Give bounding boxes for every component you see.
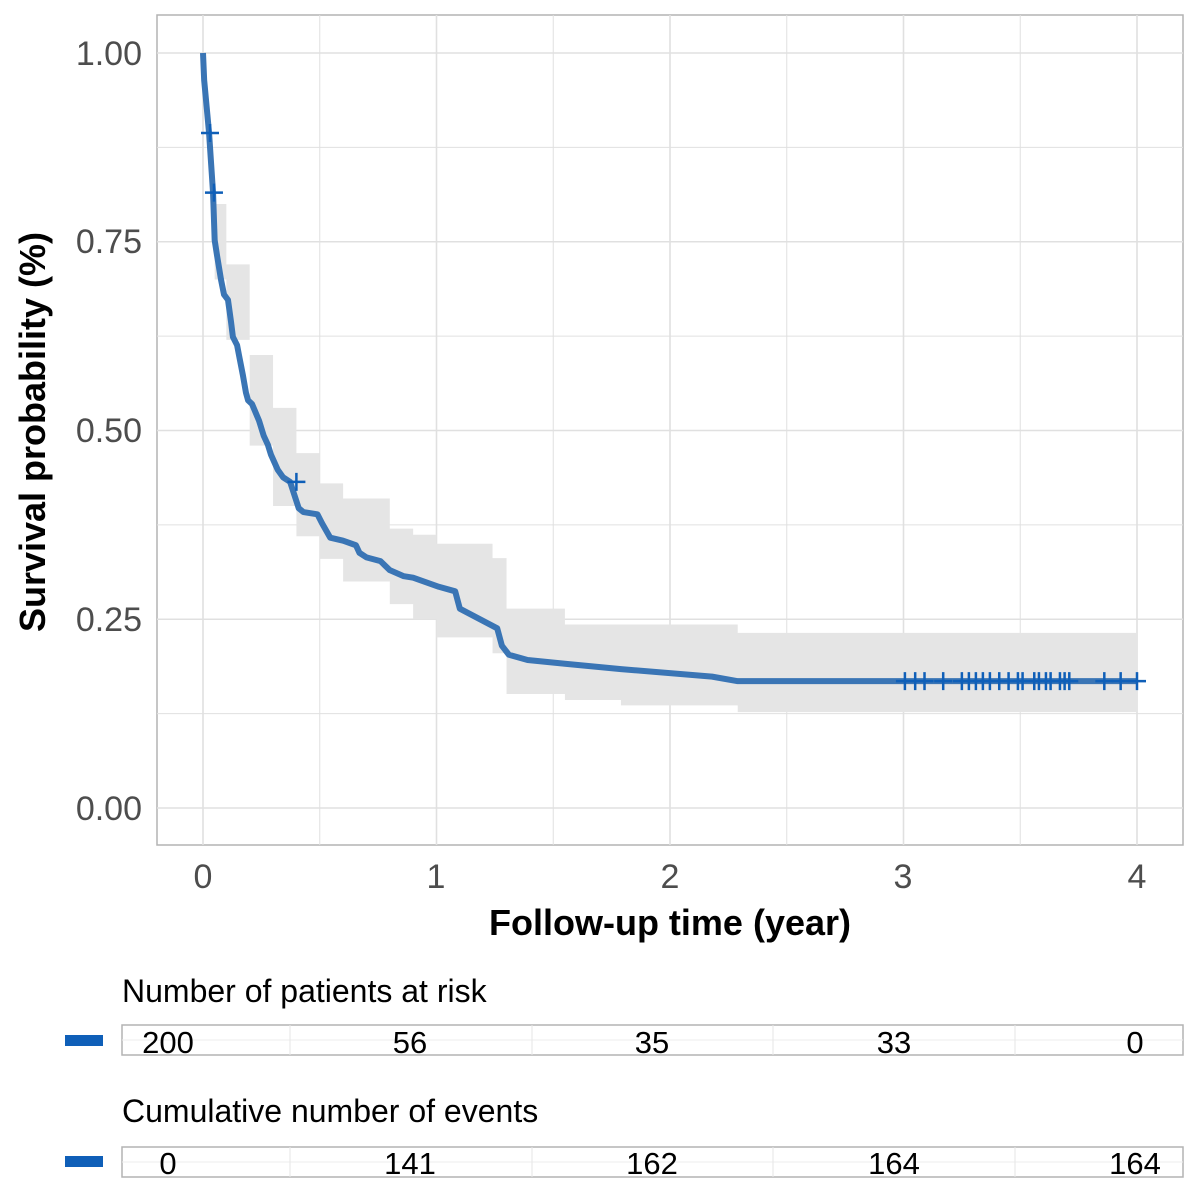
x-tick-label: 4 bbox=[1128, 858, 1147, 896]
survival-line bbox=[200, 52, 1137, 685]
y-tick-label: 0.75 bbox=[76, 223, 142, 261]
censor-mark bbox=[1111, 672, 1130, 691]
x-tick-label: 3 bbox=[894, 858, 913, 896]
y-tick-label: 0.00 bbox=[76, 790, 142, 828]
censor-mark bbox=[287, 472, 306, 491]
y-tick-label: 0.25 bbox=[76, 601, 142, 639]
survival-curve bbox=[200, 52, 1137, 685]
events-value: 164 bbox=[868, 1146, 920, 1181]
y-axis-title: Survival probability (%) bbox=[12, 232, 53, 632]
events-value: 0 bbox=[159, 1146, 176, 1181]
x-tick-label: 1 bbox=[427, 858, 446, 896]
risk-table: 200 56 35 33 0 bbox=[121, 1024, 1184, 1060]
censor-mark bbox=[204, 183, 223, 202]
x-tick-labels: 0 1 2 3 4 bbox=[194, 858, 1147, 896]
events-table: 0 141 162 164 164 bbox=[121, 1146, 1184, 1181]
y-tick-labels: 0.00 0.25 0.50 0.75 1.00 bbox=[76, 35, 142, 828]
x-tick-label: 2 bbox=[661, 858, 680, 896]
events-legend-swatch bbox=[65, 1156, 103, 1167]
events-table-title: Cumulative number of events bbox=[122, 1093, 538, 1129]
censor-mark bbox=[1095, 672, 1114, 691]
censor-marks bbox=[201, 124, 1146, 691]
censor-mark bbox=[915, 672, 934, 691]
y-tick-label: 1.00 bbox=[76, 35, 142, 73]
risk-value: 0 bbox=[1126, 1025, 1143, 1060]
censor-mark bbox=[934, 672, 953, 691]
events-value: 162 bbox=[626, 1146, 678, 1181]
events-value: 164 bbox=[1109, 1146, 1161, 1181]
risk-value: 200 bbox=[142, 1025, 194, 1060]
censor-mark bbox=[1060, 672, 1079, 691]
y-tick-label: 0.50 bbox=[76, 412, 142, 450]
x-axis-title: Follow-up time (year) bbox=[489, 902, 851, 943]
risk-value: 33 bbox=[877, 1025, 911, 1060]
risk-value: 56 bbox=[393, 1025, 427, 1060]
censor-mark bbox=[201, 124, 220, 143]
risk-legend-swatch bbox=[65, 1035, 103, 1046]
risk-value: 35 bbox=[635, 1025, 669, 1060]
events-value: 141 bbox=[384, 1146, 436, 1181]
x-tick-label: 0 bbox=[194, 858, 213, 896]
risk-table-title: Number of patients at risk bbox=[122, 973, 488, 1009]
censor-mark bbox=[1128, 672, 1146, 691]
